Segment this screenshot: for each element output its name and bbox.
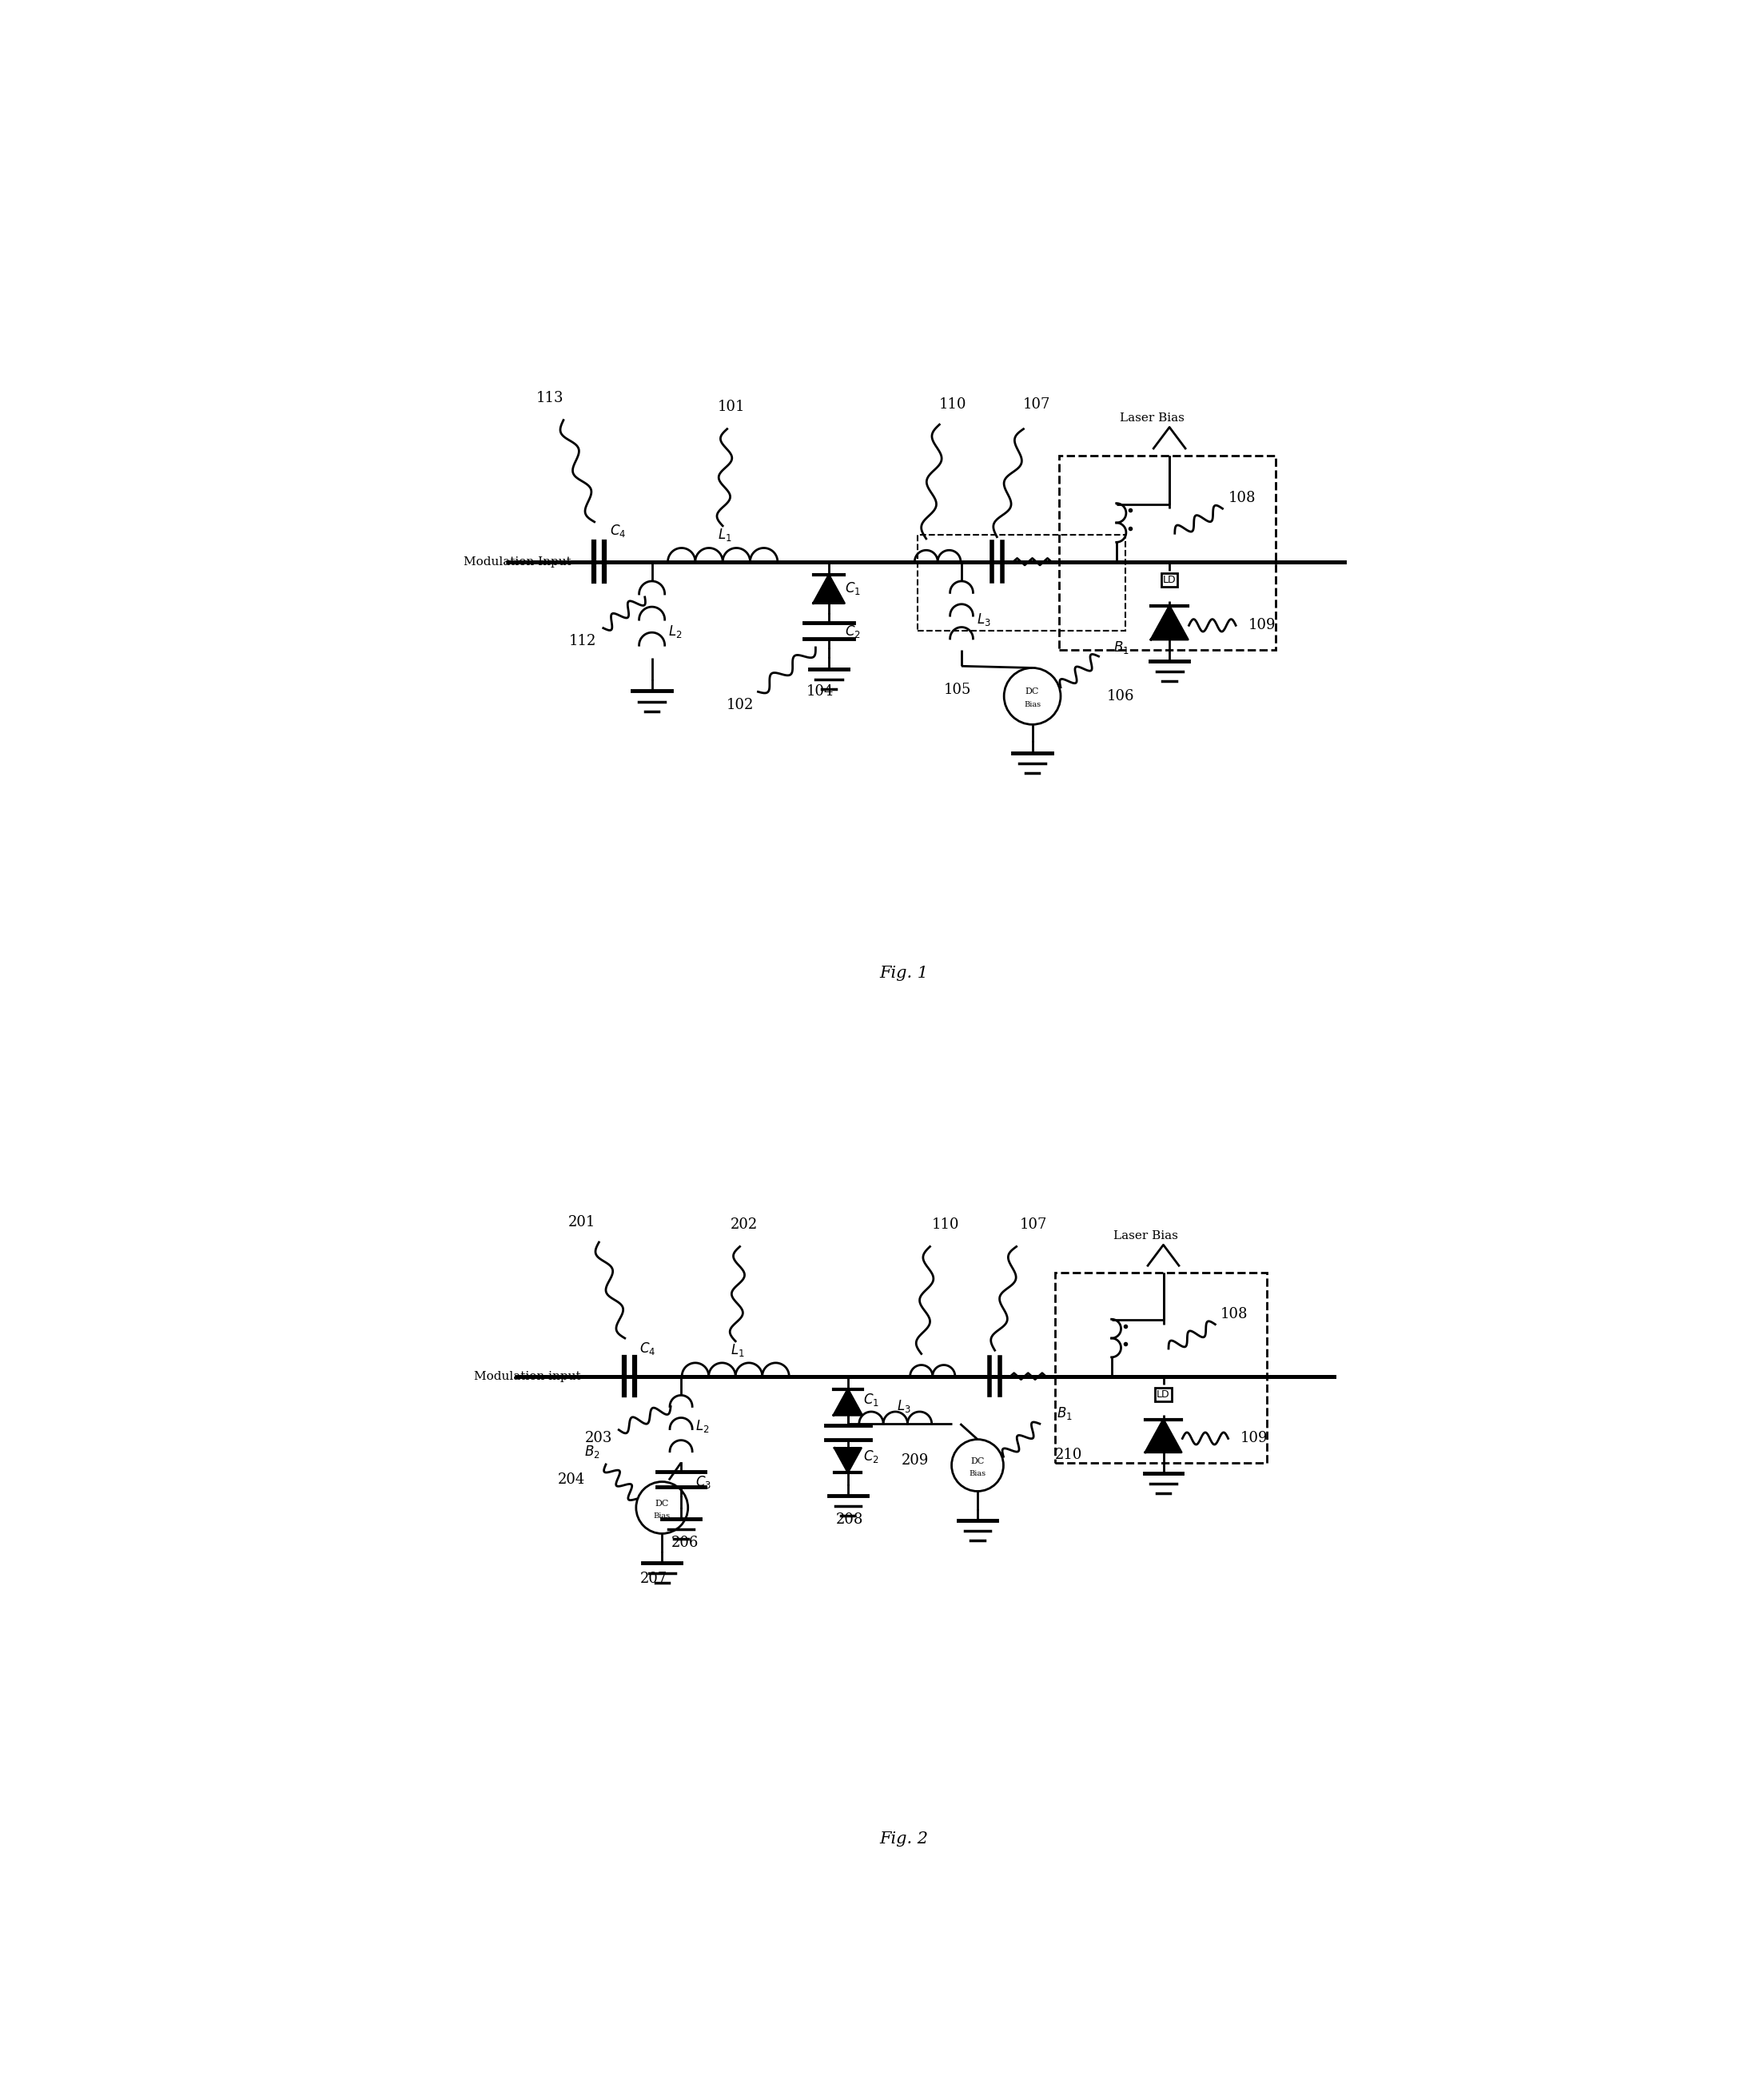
Text: 208: 208 [836,1512,863,1527]
Text: $C_1$: $C_1$ [845,580,861,596]
Polygon shape [1150,607,1187,640]
Text: LD: LD [1157,1390,1170,1399]
Text: Bias: Bias [654,1512,670,1520]
Text: 105: 105 [944,682,970,697]
Text: 108: 108 [1228,491,1256,506]
Text: 107: 107 [1020,1218,1048,1233]
Text: 113: 113 [536,391,564,405]
Bar [917,536,1125,630]
Text: 207: 207 [640,1571,667,1586]
Text: Laser Bias: Laser Bias [1120,414,1184,424]
Text: $B_2$: $B_2$ [584,1443,600,1459]
Text: 202: 202 [730,1218,759,1233]
Text: 108: 108 [1221,1306,1247,1321]
Text: 209: 209 [901,1453,930,1468]
Text: DC: DC [654,1499,669,1508]
Text: $B_1$: $B_1$ [1113,640,1129,655]
Text: $L_2$: $L_2$ [669,624,683,640]
Text: 110: 110 [938,397,967,412]
Text: $C_3$: $C_3$ [695,1474,713,1489]
Text: Bias: Bias [968,1470,986,1478]
Text: 107: 107 [1023,397,1051,412]
Text: 204: 204 [557,1472,586,1487]
Text: $L_3$: $L_3$ [896,1399,912,1415]
Text: 206: 206 [672,1535,699,1550]
Text: 112: 112 [570,634,596,649]
Text: 104: 104 [806,685,834,699]
Text: Modulation Input: Modulation Input [464,557,572,567]
Text: Fig. 2: Fig. 2 [880,1831,928,1846]
Text: 110: 110 [931,1218,960,1233]
Text: 106: 106 [1108,689,1134,704]
Text: Fig. 1: Fig. 1 [880,966,928,981]
Bar [1055,1273,1267,1464]
Polygon shape [834,1390,863,1415]
Polygon shape [1145,1420,1182,1453]
Text: $C_4$: $C_4$ [609,523,626,540]
Text: Bias: Bias [1023,701,1041,708]
Text: 102: 102 [727,697,755,712]
Polygon shape [813,575,845,603]
Text: 210: 210 [1055,1447,1081,1462]
Text: 201: 201 [568,1216,596,1231]
Text: $L_1$: $L_1$ [718,527,732,542]
Text: $C_2$: $C_2$ [845,624,861,640]
Text: $L_2$: $L_2$ [695,1418,709,1434]
Text: $B_1$: $B_1$ [1057,1405,1073,1422]
Text: 203: 203 [586,1432,612,1445]
Text: 109: 109 [1240,1432,1268,1445]
Text: 101: 101 [718,399,746,414]
Text: $L_1$: $L_1$ [730,1342,744,1359]
Text: Laser Bias: Laser Bias [1113,1231,1178,1241]
Text: Modulation input: Modulation input [473,1371,580,1382]
Text: $C_1$: $C_1$ [863,1392,880,1407]
Text: 109: 109 [1249,617,1275,632]
Text: DC: DC [1025,689,1039,695]
Text: $C_4$: $C_4$ [640,1340,656,1357]
Bar [1058,456,1275,651]
Text: DC: DC [970,1457,984,1466]
Text: $L_3$: $L_3$ [977,611,991,628]
Text: LD: LD [1162,575,1177,586]
Text: $C_2$: $C_2$ [863,1449,878,1464]
Polygon shape [834,1449,861,1472]
